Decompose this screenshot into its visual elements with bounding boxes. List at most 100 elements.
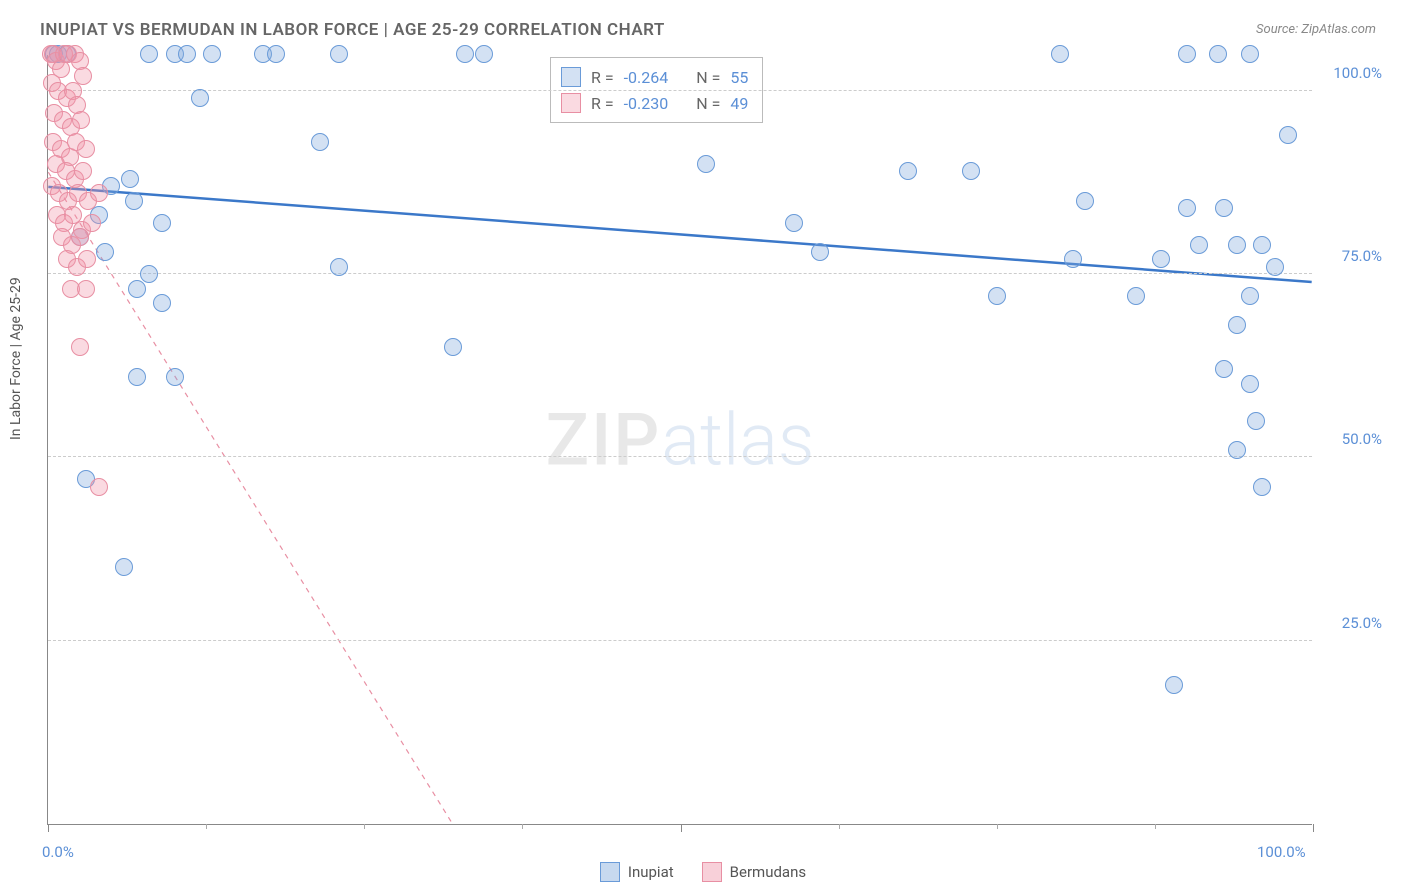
data-point (77, 280, 95, 298)
y-tick-label: 100.0% (1333, 64, 1382, 82)
data-point (988, 287, 1006, 305)
stats-r-value: -0.230 (624, 94, 669, 113)
watermark-part2: atlas (661, 397, 814, 482)
legend-item: Inupiat (600, 862, 674, 882)
data-point (90, 478, 108, 496)
data-point (1152, 250, 1170, 268)
data-point (1178, 199, 1196, 217)
trend-lines (48, 55, 1312, 824)
x-tick-minor (839, 824, 840, 829)
data-point (267, 45, 285, 63)
data-point (71, 338, 89, 356)
watermark-part1: ZIP (546, 397, 662, 482)
stats-r-label: R = (591, 94, 614, 113)
x-tick-minor (997, 824, 998, 829)
x-tick-minor (364, 824, 365, 829)
y-tick-label: 25.0% (1342, 614, 1382, 632)
x-tick-major (48, 824, 49, 832)
data-point (456, 45, 474, 63)
data-point (90, 184, 108, 202)
data-point (203, 45, 221, 63)
data-point (1178, 45, 1196, 63)
x-tick-minor (522, 824, 523, 829)
data-point (1076, 192, 1094, 210)
gridline (48, 90, 1312, 91)
data-point (1228, 441, 1246, 459)
data-point (125, 192, 143, 210)
data-point (77, 140, 95, 158)
watermark: ZIPatlas (546, 397, 815, 482)
data-point (811, 243, 829, 261)
stats-row: R = -0.230 N = 49 (561, 90, 748, 116)
data-point (1127, 287, 1145, 305)
source-attribution: Source: ZipAtlas.com (1256, 22, 1376, 37)
data-point (475, 45, 493, 63)
legend-swatch (702, 862, 722, 882)
data-point (1241, 287, 1259, 305)
gridline (48, 456, 1312, 457)
data-point (96, 243, 114, 261)
legend-label: Inupiat (628, 863, 674, 881)
chart-plot-area: ZIPatlas R =-0.264N =55R =-0.230N =49 25… (47, 55, 1312, 825)
stats-n-value: 49 (730, 94, 748, 113)
data-point (785, 214, 803, 232)
stats-row: R =-0.264N =55 (561, 64, 748, 90)
gridline (48, 273, 1312, 274)
data-point (140, 45, 158, 63)
data-point (153, 294, 171, 312)
data-point (71, 228, 89, 246)
data-point (697, 155, 715, 173)
data-point (72, 111, 90, 129)
x-tick-major (681, 824, 682, 832)
data-point (330, 258, 348, 276)
x-tick-major (1313, 824, 1314, 832)
data-point (121, 170, 139, 188)
data-point (311, 133, 329, 151)
legend-swatch (600, 862, 620, 882)
legend-label: Bermudans (730, 863, 806, 881)
data-point (1228, 316, 1246, 334)
data-point (1228, 236, 1246, 254)
data-point (1215, 360, 1233, 378)
y-tick-label: 50.0% (1342, 430, 1382, 448)
x-tick-minor (206, 824, 207, 829)
data-point (128, 368, 146, 386)
data-point (1165, 676, 1183, 694)
data-point (140, 265, 158, 283)
gridline (48, 640, 1312, 641)
x-tick-label: 100.0% (1257, 843, 1306, 861)
data-point (444, 338, 462, 356)
data-point (330, 45, 348, 63)
data-point (83, 214, 101, 232)
data-point (178, 45, 196, 63)
data-point (899, 162, 917, 180)
data-point (1279, 126, 1297, 144)
data-point (191, 89, 209, 107)
data-point (115, 558, 133, 576)
data-point (1253, 478, 1271, 496)
x-tick-label: 0.0% (42, 843, 74, 861)
x-tick-minor (1155, 824, 1156, 829)
legend: Inupiat Bermudans (0, 862, 1406, 882)
data-point (1247, 412, 1265, 430)
data-point (1209, 45, 1227, 63)
data-point (1266, 258, 1284, 276)
data-point (1253, 236, 1271, 254)
trend-line (48, 187, 1311, 282)
data-point (74, 162, 92, 180)
data-point (1215, 199, 1233, 217)
stats-r-label: R = (591, 68, 614, 87)
data-point (962, 162, 980, 180)
stats-swatch (561, 67, 581, 87)
data-point (128, 280, 146, 298)
data-point (1190, 236, 1208, 254)
stats-r-value: -0.264 (624, 68, 669, 87)
stats-n-label: N = (696, 68, 720, 87)
data-point (166, 368, 184, 386)
chart-title: INUPIAT VS BERMUDAN IN LABOR FORCE | AGE… (40, 20, 665, 40)
stats-n-label: N = (696, 94, 720, 113)
data-point (1051, 45, 1069, 63)
y-axis-label: In Labor Force | Age 25-29 (8, 277, 24, 440)
y-tick-label: 75.0% (1342, 247, 1382, 265)
data-point (1241, 375, 1259, 393)
